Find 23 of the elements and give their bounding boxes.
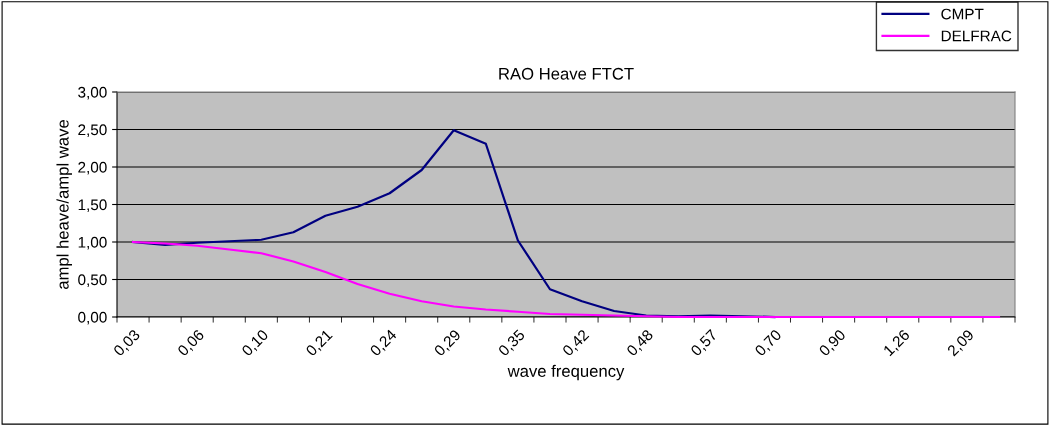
y-tick-label: 3,00 [78, 86, 107, 100]
x-tick-label: 0,29 [433, 328, 463, 358]
x-tick-label: 0,48 [625, 328, 655, 358]
x-tick-label: 0,10 [241, 328, 271, 358]
x-tick-label: 0,03 [112, 328, 142, 358]
y-tick-label: 2,00 [78, 161, 107, 175]
x-tick-label: 0,24 [369, 328, 399, 358]
x-tick-label: 0,90 [818, 328, 848, 358]
x-tick-label: 0,42 [561, 328, 591, 358]
x-tick-label: 0,21 [305, 328, 335, 358]
y-tick-label: 0,00 [78, 311, 107, 325]
y-tick-label: 1,50 [78, 199, 107, 212]
legend-label: CMPT [941, 8, 984, 20]
legend-label: DELFRAC [941, 30, 1012, 42]
chart-title: RAO Heave FTCT [499, 67, 634, 80]
y-tick-label: 0,50 [78, 274, 107, 287]
x-tick-label: 0,06 [176, 328, 206, 358]
x-axis-title: wave frequency [507, 364, 625, 381]
x-tick-label: 0,70 [754, 328, 784, 358]
y-tick-label: 2,50 [78, 124, 107, 137]
y-axis-title: ampl heave/ampl wave [56, 120, 72, 290]
y-tick-label: 1,00 [78, 236, 107, 250]
line-series [131, 240, 1001, 319]
